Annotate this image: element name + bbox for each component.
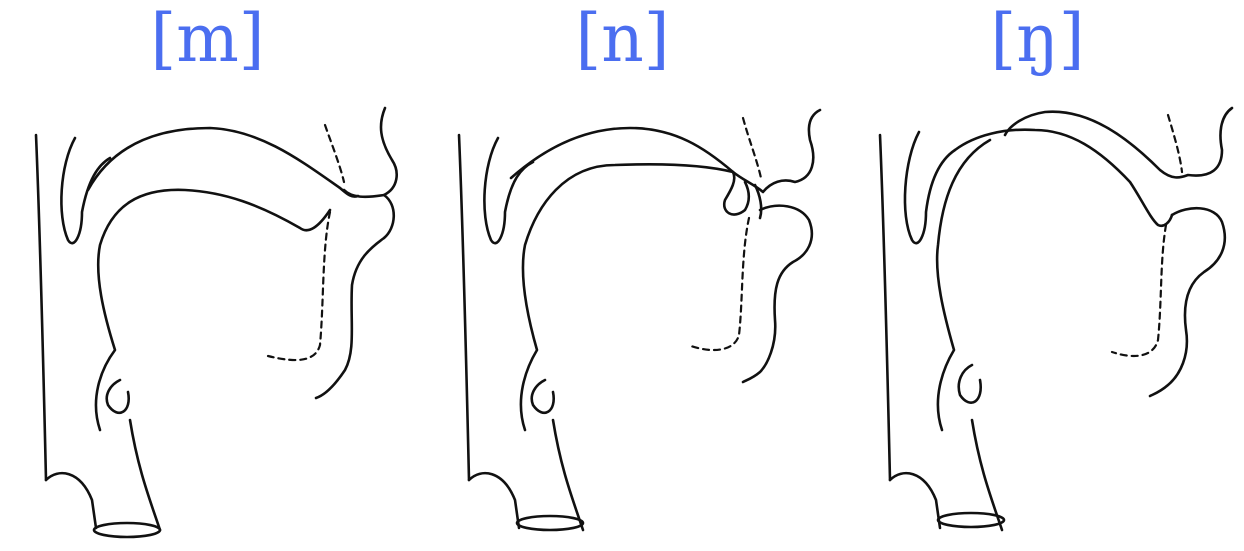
lower-teeth [689,216,751,352]
lower-teeth [266,210,332,362]
velum [903,130,957,245]
palate-outline [509,108,822,194]
lower-lip [1148,206,1227,398]
tongue-outline [94,188,332,432]
panel-label-m: [m] [150,0,265,77]
vocal-tract-diagram-m [34,106,398,539]
upper-lip-contact [753,183,763,220]
pharynx-back-wall [457,133,471,482]
vocal-tract-diagram-ng [878,106,1234,532]
epiglottis [957,363,982,404]
nasal-roof [1003,106,1234,179]
upper-teeth [741,116,763,180]
velum [483,136,535,245]
panel-m: [m] [0,0,415,551]
pharynx-back-wall [878,133,892,482]
panel-n: [n] [415,0,830,551]
lower-lip [314,236,386,400]
palate-outline [86,126,360,198]
tongue-outline [519,162,735,432]
lower-lip [741,204,814,384]
upper-teeth [323,123,346,184]
trachea-opening [92,521,162,539]
lips-contact [342,188,396,240]
larynx-outline [888,418,1004,532]
velum [60,136,112,245]
tongue-outline [935,138,992,432]
larynx-outline [467,418,585,532]
lower-teeth [1110,223,1168,358]
pharynx-back-wall [34,133,48,482]
epiglottis [530,378,555,415]
upper-lip [379,106,398,197]
upper-teeth [1166,113,1184,174]
tongue-tip [722,170,751,216]
palate-outline [953,128,1174,228]
panel-label-ng: [ŋ] [990,0,1085,77]
larynx-outline [44,418,162,532]
trachea-opening [515,514,585,532]
epiglottis [105,378,130,415]
panel-ng: [ŋ] [830,0,1244,551]
trachea-opening [936,511,1006,529]
panel-label-n: [n] [575,0,670,77]
vocal-tract-diagram-n [457,108,822,532]
